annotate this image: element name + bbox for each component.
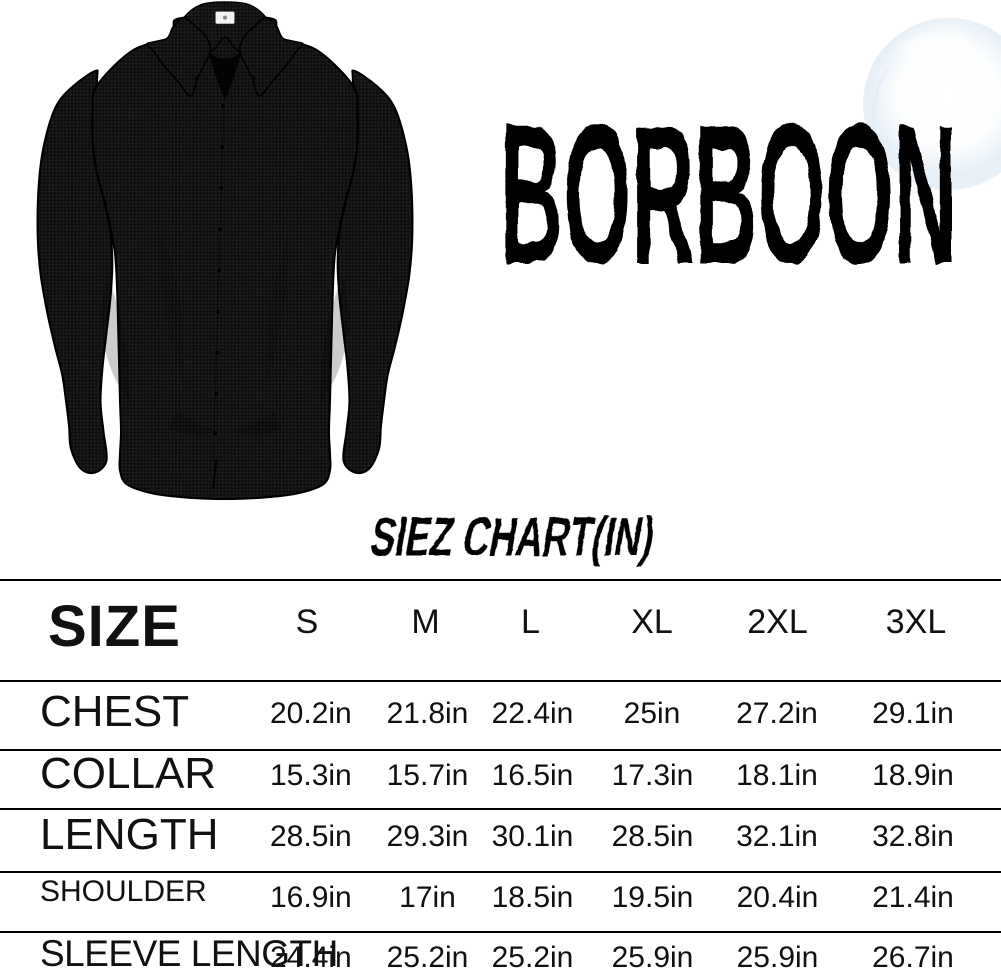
svg-text:BORBOON: BORBOON [500,83,957,306]
svg-text:SIEZ CHART(IN): SIEZ CHART(IN) [366,507,660,569]
